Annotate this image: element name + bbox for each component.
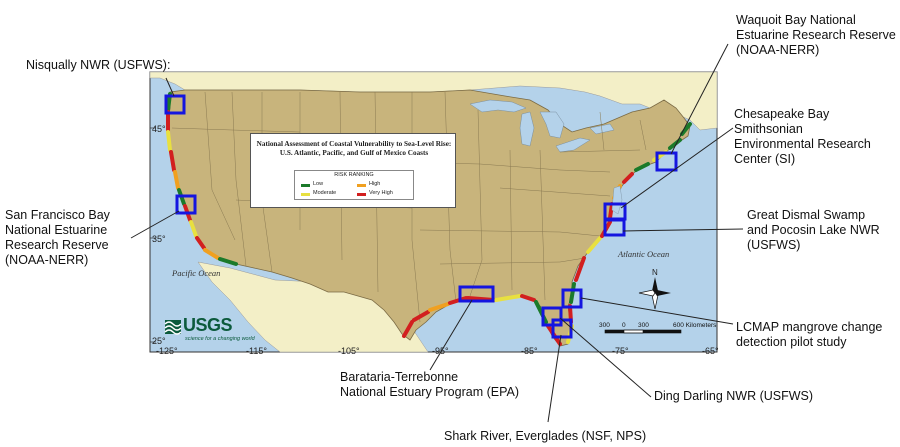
leader-dismal-swamp [622, 228, 744, 232]
risk-swatch-very-high [357, 193, 366, 196]
site-box-nisqually [164, 94, 186, 115]
north-label: N [652, 268, 658, 277]
risk-ranking-legend: RISK RANKING Low High Moderate Very High [294, 170, 414, 200]
lat-label-35: 35° [152, 234, 166, 244]
leader-waquoit [670, 43, 729, 155]
leader-ding-darling [559, 317, 652, 398]
lat-label-25: 25° [152, 336, 166, 346]
lake-superior [469, 99, 527, 113]
canada-landmass [149, 71, 718, 131]
lat-label-45: 45° [152, 124, 166, 134]
risk-ranking-heading: RISK RANKING [334, 172, 374, 178]
callout-dismal-swamp: Great Dismal Swamp and Pocosin Lake NWR … [747, 208, 880, 252]
leader-nisqually [165, 77, 175, 97]
graticule-ticks [150, 127, 156, 343]
pacific-ocean-label: Pacific Ocean [172, 268, 221, 278]
site-box-dismal-swamp [603, 218, 626, 237]
callout-sf-bay: San Francisco Bay National Estuarine Res… [5, 208, 110, 267]
scale-bar [604, 329, 682, 334]
site-box-sf-bay [175, 194, 197, 215]
risk-swatch-high [357, 184, 366, 187]
callout-shark-river: Shark River, Everglades (NSF, NPS) [444, 429, 647, 443]
lon-label-105: -105° [338, 346, 360, 356]
risk-label-moderate: Moderate [313, 190, 337, 196]
site-box-waquoit [655, 151, 678, 172]
leader-shark-river [547, 334, 562, 423]
risk-label-high: High [369, 181, 381, 187]
mexico-landmass [197, 261, 429, 353]
legend-title: National Assessment of Coastal Vulnerabi… [256, 140, 452, 157]
map-legend: National Assessment of Coastal Vulnerabi… [250, 133, 456, 208]
lon-label-125: -125° [156, 346, 178, 356]
coastal-risk-pacific [166, 92, 238, 266]
callout-ding-darling: Ding Darling NWR (USFWS) [654, 389, 814, 403]
scale-label-600-km: 600 Kilometers [673, 322, 717, 329]
scale-label-300-right: 300 [638, 322, 649, 329]
callout-barataria: Barataria-Terrebonne National Estuary Pr… [340, 370, 519, 399]
usgs-logo-icon [164, 320, 182, 335]
lake-huron [539, 111, 565, 139]
lon-label-85: -85° [521, 346, 538, 356]
callout-chesapeake: Chesapeake Bay Smithsonian Environmental… [734, 107, 871, 166]
site-box-barataria [458, 285, 495, 303]
leader-chesapeake [620, 127, 734, 209]
coastal-risk-gulf [402, 294, 562, 346]
usgs-wordmark: USGS [183, 315, 233, 335]
leader-lcmap [580, 297, 734, 325]
risk-label-very-high: Very High [369, 190, 393, 196]
lake-michigan [519, 111, 535, 147]
scale-label-300-left: 300 [599, 322, 610, 329]
leader-sf-bay [130, 210, 180, 239]
callout-lcmap: LCMAP mangrove change detection pilot st… [736, 320, 883, 349]
chesapeake-bay [611, 185, 623, 215]
lon-label-75: -75° [612, 346, 629, 356]
lon-label-115: -115° [246, 346, 267, 356]
atlantic-ocean-label: Atlantic Ocean [618, 249, 670, 259]
risk-swatch-low [301, 184, 310, 187]
lon-label-95: -95° [432, 346, 449, 356]
lon-label-65: -65° [702, 346, 719, 356]
callout-waquoit: Waquoit Bay National Estuarine Research … [736, 13, 896, 57]
leader-barataria [429, 299, 473, 371]
callout-nisqually: Nisqually NWR (USFWS): [26, 58, 171, 72]
risk-swatch-moderate [301, 193, 310, 196]
usgs-logo: USGS science for a changing world [183, 315, 255, 342]
lake-erie [555, 137, 591, 153]
usgs-tagline: science for a changing world [185, 336, 255, 342]
leader-lines [130, 43, 744, 423]
risk-label-low: Low [313, 181, 324, 187]
scale-label-0: 0 [622, 322, 626, 329]
north-arrow-icon [638, 277, 671, 310]
